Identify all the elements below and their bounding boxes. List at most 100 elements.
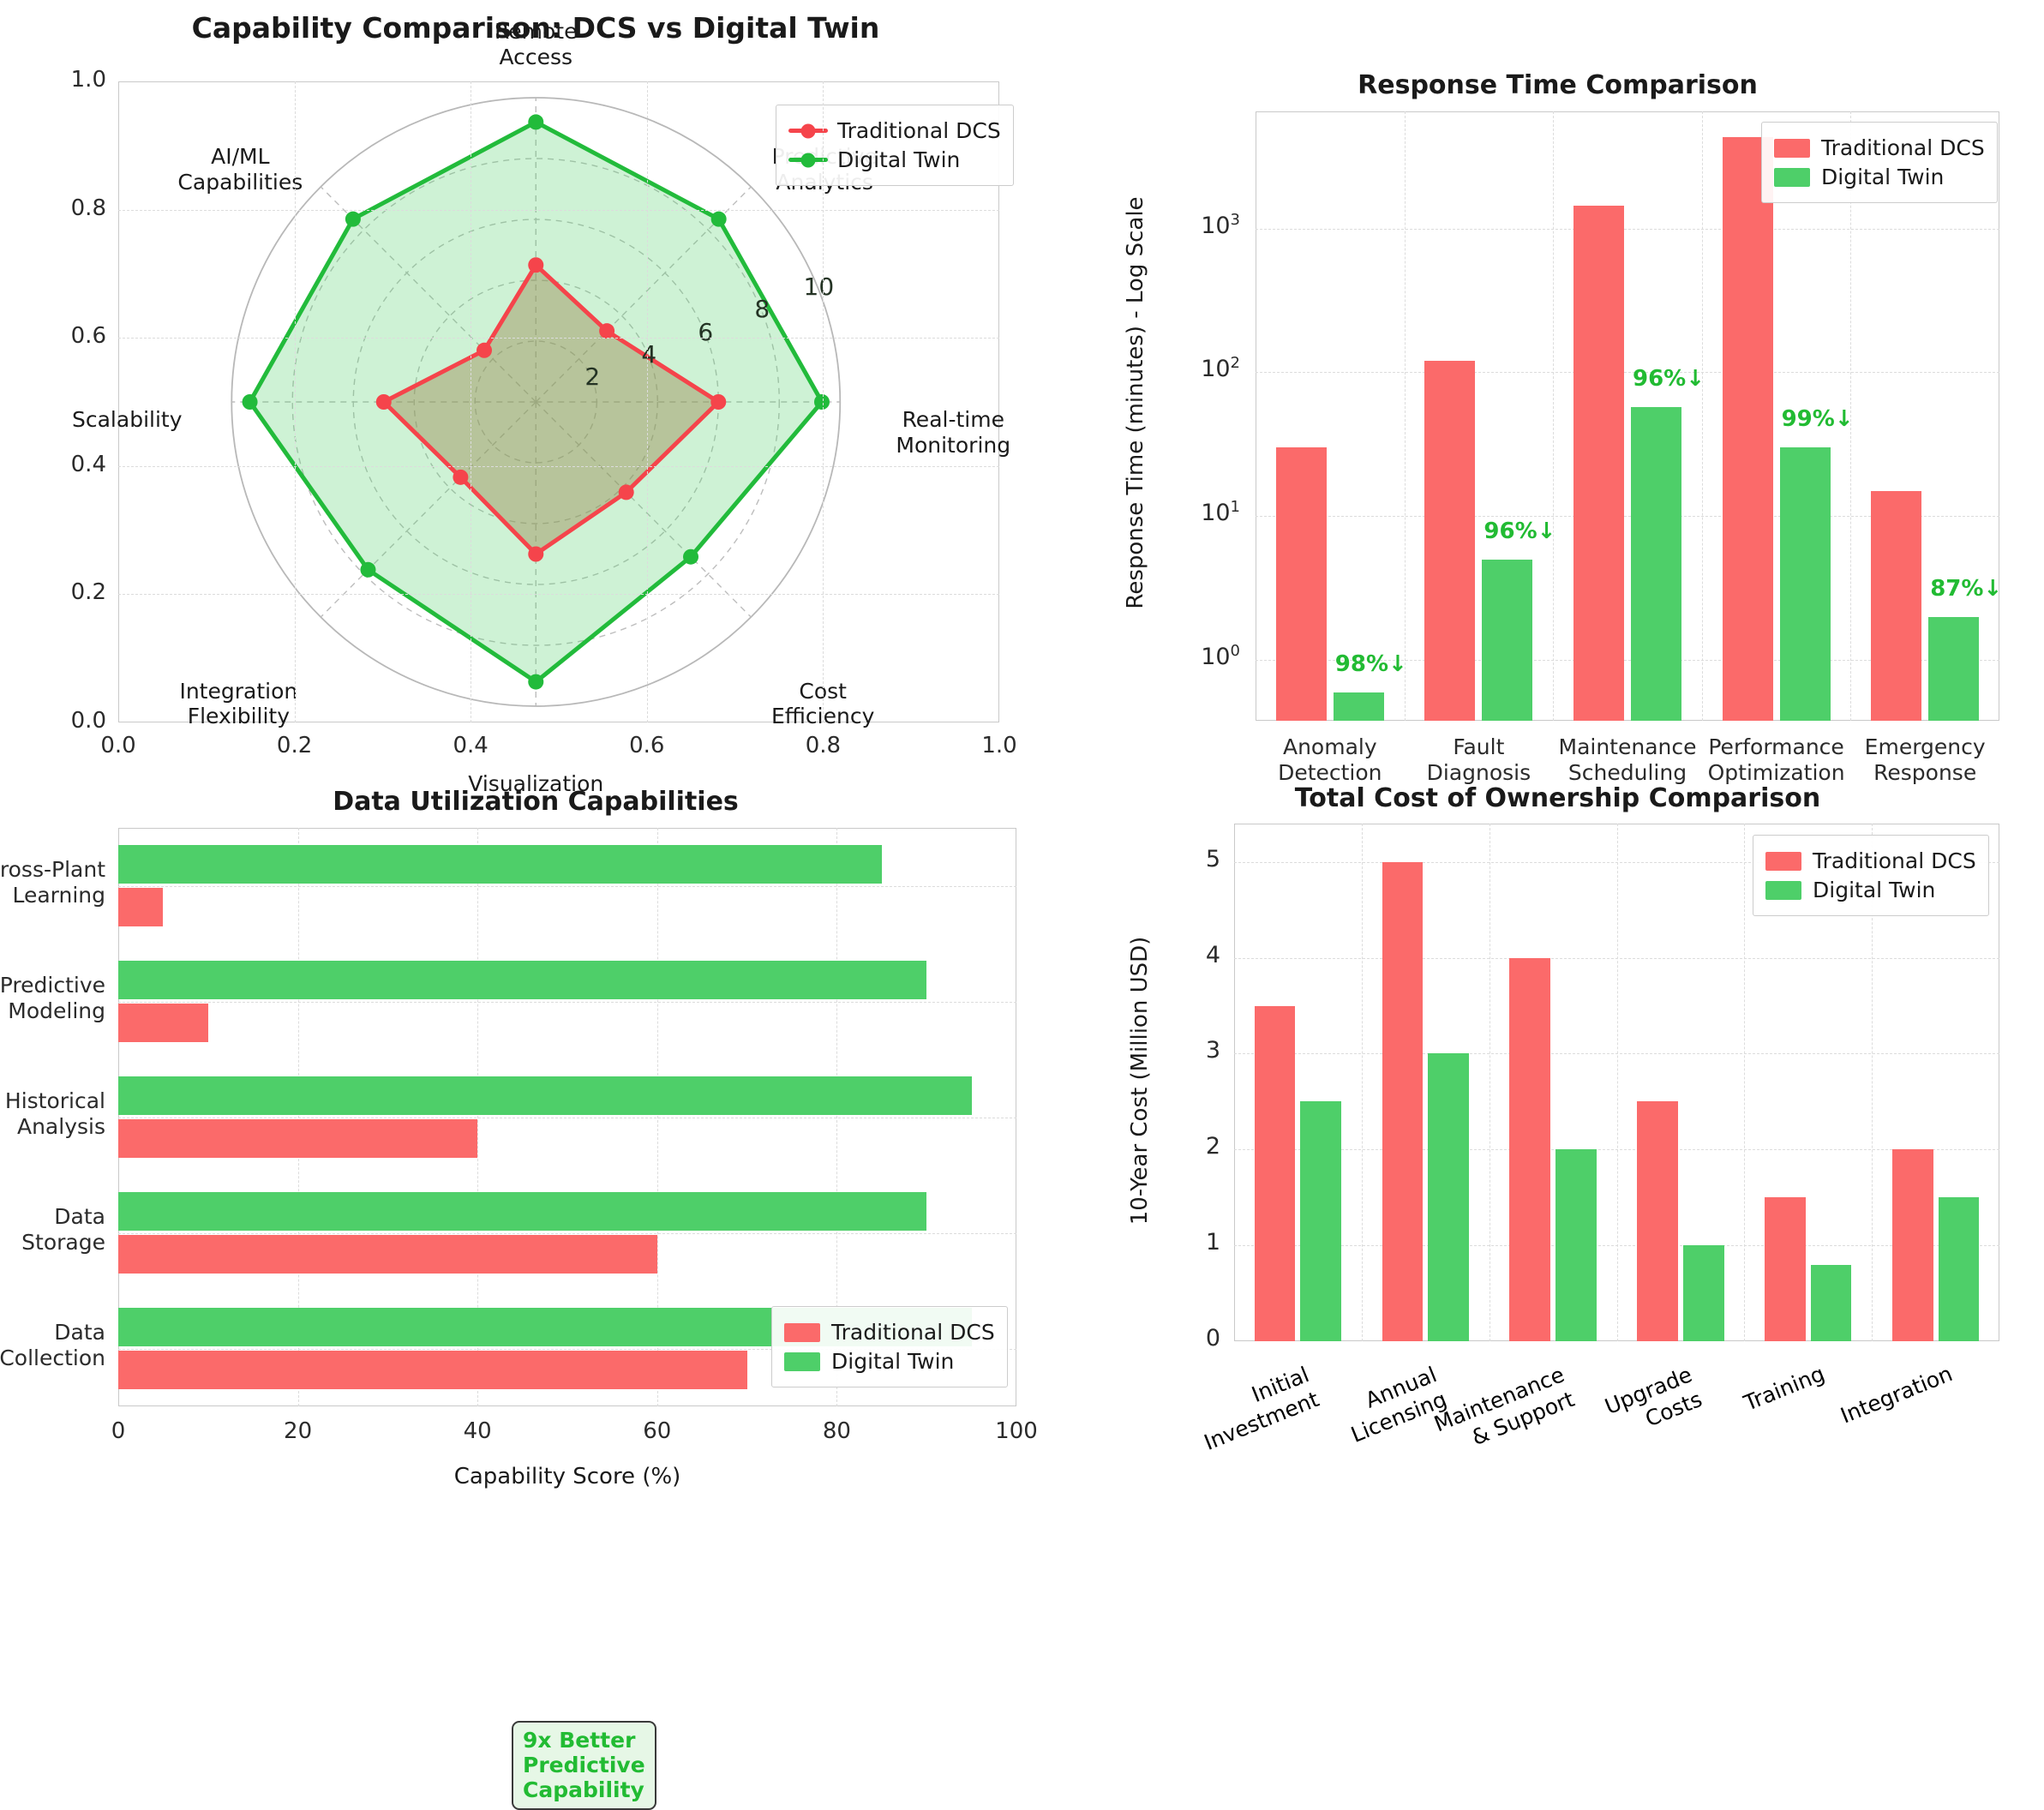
response-legend[interactable]: Traditional DCS Digital Twin [1761, 122, 1998, 203]
radar-ytick: 0.2 [70, 579, 106, 606]
utilization-hgrid [118, 885, 1016, 887]
legend-swatch-dcs [1774, 138, 1810, 158]
utilization-xtick: 40 [463, 1418, 492, 1444]
tco-bar-dcs [1509, 957, 1551, 1341]
utilization-bar-dcs [118, 1118, 478, 1159]
tco-bar-twin [1938, 1197, 1980, 1341]
utilization-bar-twin [118, 1076, 972, 1116]
utilization-xtick: 20 [284, 1418, 313, 1444]
response-bar-twin [1631, 406, 1682, 721]
utilization-hgrid [118, 1001, 1016, 1003]
utilization-ytick: Predictive Modeling [0, 972, 105, 1023]
utilization-ytick: Data Storage [21, 1203, 105, 1255]
utilization-hgrid [118, 1348, 1016, 1350]
panel-radar: Capability Comparison: DCS vs Digital Tw… [0, 0, 1071, 796]
legend-line-dcs [788, 123, 828, 138]
radar-hgrid [118, 338, 999, 339]
radar-ytick: 1.0 [70, 67, 106, 93]
radar-vgrid [646, 81, 648, 722]
response-ytick: 103 [1201, 210, 1240, 239]
response-hgrid [1256, 660, 1999, 662]
radar-xtick: 1.0 [981, 733, 1017, 758]
response-xtick: Anomaly Detection [1278, 734, 1382, 785]
response-hgrid [1256, 372, 1999, 374]
legend-line-twin [788, 153, 828, 167]
radar-ytick: 0.0 [70, 708, 106, 734]
legend-label-twin: Digital Twin [1821, 165, 1945, 189]
tco-bar-twin [1682, 1245, 1724, 1341]
tco-bar-dcs [1891, 1149, 1933, 1341]
response-vgrid [1850, 111, 1852, 721]
radar-label-visualization: Visualization [468, 771, 604, 796]
tco-bar-dcs [1765, 1197, 1806, 1341]
response-bar-twin [1482, 560, 1533, 721]
response-reduction-label: 99%↓ [1781, 406, 1854, 433]
response-hgrid [1256, 516, 1999, 518]
radar-legend[interactable]: Traditional DCS Digital Twin [776, 105, 1014, 186]
response-ytick: 102 [1201, 354, 1240, 383]
legend-row-dcs: Traditional DCS [1765, 848, 1976, 873]
radar-title: Capability Comparison: DCS vs Digital Tw… [191, 11, 880, 45]
legend-row-twin: Digital Twin [784, 1349, 995, 1374]
response-xtick: Emergency Response [1864, 734, 1986, 785]
response-ytick: 101 [1201, 498, 1240, 527]
response-vgrid [1553, 111, 1555, 721]
legend-marker-dcs [800, 123, 816, 138]
tco-bar-twin [1300, 1101, 1342, 1341]
tco-title: Total Cost of Ownership Comparison [1294, 783, 1821, 813]
legend-row-twin: Digital Twin [1765, 878, 1976, 902]
radar-xtick: 0.2 [276, 733, 313, 758]
radar-rtick: 10 [803, 273, 835, 302]
utilization-ytick: Historical Analysis [4, 1088, 105, 1139]
tco-bar-twin [1428, 1053, 1469, 1341]
response-xtick: Maintenance Scheduling [1558, 734, 1697, 785]
radar-xtick: 0.8 [805, 733, 842, 758]
tco-xtick: Integration [1837, 1361, 1956, 1429]
tco-legend[interactable]: Traditional DCS Digital Twin [1753, 835, 1989, 916]
legend-label-twin: Digital Twin [1813, 878, 1936, 902]
utilization-bar-twin [118, 844, 882, 884]
utilization-bar-dcs [118, 887, 164, 927]
tco-bar-dcs [1382, 861, 1424, 1341]
response-reduction-label: 98%↓ [1334, 650, 1407, 677]
response-bar-twin [1928, 616, 1980, 721]
response-reduction-label: 87%↓ [1930, 575, 2003, 602]
predictive-capability-callout: 9x Better Predictive Capability [512, 1721, 656, 1810]
radar-xtick: 0.4 [453, 733, 489, 758]
legend-label-dcs: Traditional DCS [831, 1320, 995, 1345]
panel-tco: Total Cost of Ownership Comparison 0 1 2 3 4… [1071, 768, 2044, 1526]
utilization-bar-dcs [118, 1003, 208, 1043]
tco-ytick: 5 [1205, 845, 1220, 872]
tco-bar-dcs [1254, 1005, 1296, 1341]
radar-ytick: 0.8 [70, 195, 106, 221]
radar-hgrid [118, 465, 999, 467]
radar-label-cost-efficiency: Cost Efficiency [770, 678, 875, 729]
tco-ytick: 0 [1205, 1325, 1220, 1352]
utilization-legend[interactable]: Traditional DCS Digital Twin [771, 1306, 1008, 1387]
legend-row-dcs: Traditional DCS [784, 1320, 995, 1345]
legend-swatch-twin [1774, 167, 1810, 187]
radar-label-remote-access: Remote Access [495, 19, 578, 69]
utilization-xtick: 0 [111, 1418, 126, 1444]
tco-vgrid [1744, 824, 1746, 1341]
radar-xtick: 0.6 [629, 733, 665, 758]
radar-ytick: 0.4 [70, 451, 106, 477]
legend-label-dcs: Traditional DCS [1813, 848, 1976, 873]
response-xtick: Performance Optimization [1707, 734, 1845, 785]
radar-rtick: 2 [584, 362, 601, 391]
legend-label-dcs: Traditional DCS [1821, 135, 1985, 160]
response-ylabel: Response Time (minutes) - Log Scale [1123, 196, 1148, 609]
tco-bar-dcs [1637, 1101, 1678, 1341]
radar-plot [231, 97, 842, 707]
utilization-xlabel: Capability Score (%) [453, 1464, 681, 1489]
response-vgrid [1701, 111, 1703, 721]
radar-xtick: 0.0 [100, 733, 136, 758]
response-ytick: 100 [1201, 642, 1240, 671]
utilization-hgrid [118, 1232, 1016, 1234]
response-bar-dcs [1424, 361, 1476, 721]
radar-rtick: 8 [754, 295, 770, 324]
radar-ytick: 0.6 [70, 323, 106, 350]
legend-label-dcs: Traditional DCS [837, 118, 1001, 143]
